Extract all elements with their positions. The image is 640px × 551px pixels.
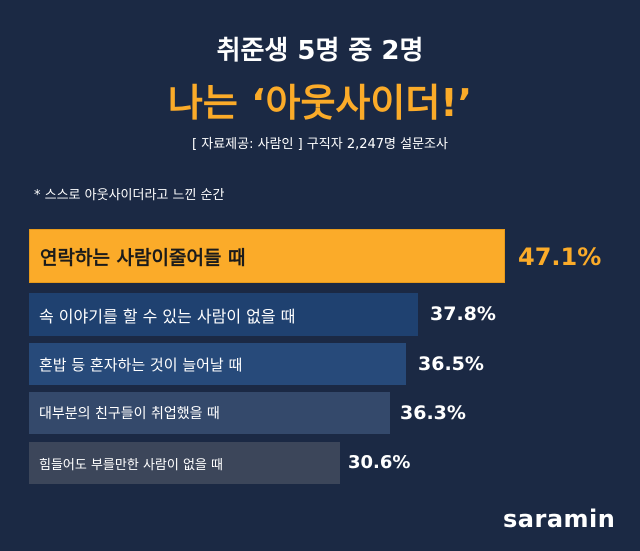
value-1: 47.1% (518, 243, 602, 271)
title-line-1: 취준생 5명 중 2명 (216, 36, 424, 66)
bar-label-4: 대부분의 친구들이 취업했을 때 (39, 406, 220, 422)
value-5: 30.6% (348, 452, 411, 473)
source-caption: [ 자료제공: 사람인 ] 구직자 2,247명 설문조사 (192, 137, 448, 152)
bar-5: 힘들어도 부를만한 사람이 없을 때 (29, 442, 340, 484)
bar-1: 연락하는 사람이줄어들 때 (29, 229, 505, 283)
bar-2: 속 이야기를 할 수 있는 사람이 없을 때 (29, 293, 418, 336)
bar-label-3: 혼밥 등 혼자하는 것이 늘어날 때 (39, 355, 243, 374)
title-line-2: 나는 ‘아웃사이더!’ (167, 81, 473, 125)
bar-label-5: 힘들어도 부를만한 사람이 없을 때 (39, 457, 223, 473)
value-2: 37.8% (430, 303, 496, 325)
bar-label-1: 연락하는 사람이줄어들 때 (40, 246, 246, 269)
bar-4: 대부분의 친구들이 취업했을 때 (29, 392, 390, 434)
value-4: 36.3% (400, 402, 466, 424)
saramin-logo: saramin (503, 505, 616, 533)
value-3: 36.5% (418, 353, 484, 375)
bar-3: 혼밥 등 혼자하는 것이 늘어날 때 (29, 343, 406, 385)
bar-label-2: 속 이야기를 할 수 있는 사람이 없을 때 (39, 306, 296, 326)
chart-subtitle: * 스스로 아웃사이더라고 느낀 순간 (34, 188, 225, 203)
